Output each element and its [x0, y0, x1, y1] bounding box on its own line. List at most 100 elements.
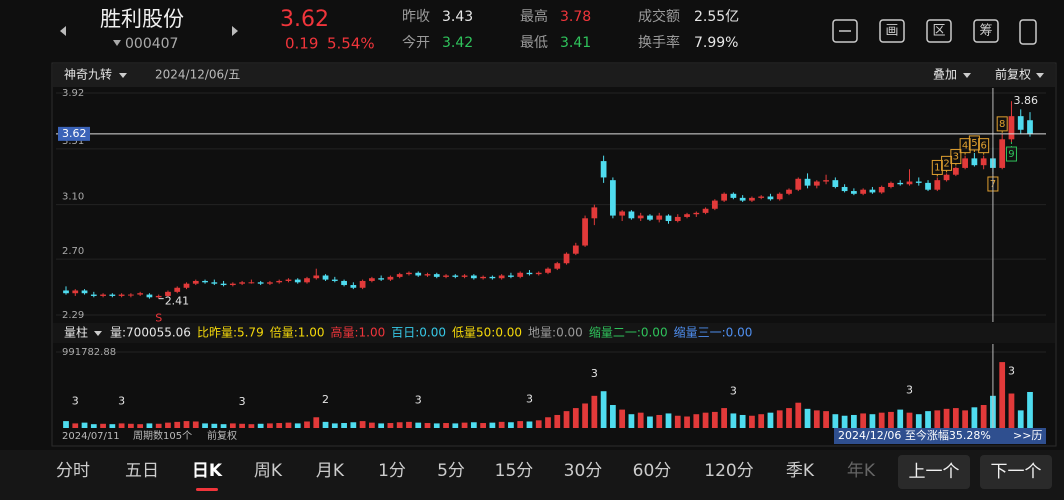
icon-minimize[interactable]: [832, 19, 858, 43]
volume-bar: [267, 423, 273, 428]
volume-indicator-select[interactable]: 量柱: [64, 325, 88, 340]
volume-bar: [934, 410, 941, 428]
adjust-button[interactable]: 前复权: [995, 67, 1031, 82]
volume-bar: [702, 412, 709, 428]
volume-bar: [786, 408, 792, 428]
candle-body: [526, 272, 533, 275]
candle-body: [90, 294, 97, 296]
field-value: 7.99%: [694, 35, 738, 51]
indicator-select[interactable]: 神奇九转: [64, 67, 112, 82]
high-label: 3.86: [1013, 94, 1038, 107]
candle-body: [118, 294, 125, 296]
volume-bar: [999, 362, 1006, 428]
volume-note: 3: [591, 367, 598, 380]
candle-body: [1017, 116, 1024, 130]
candle-body: [943, 174, 950, 181]
volume-bar: [980, 405, 987, 428]
crosshair-price: 3.62: [62, 127, 87, 140]
nav-button[interactable]: [898, 455, 970, 489]
candle-body: [767, 196, 774, 200]
candle-body: [813, 181, 820, 186]
volume-bar: [285, 422, 292, 428]
volume-bar: [165, 422, 171, 428]
nav-button[interactable]: [980, 455, 1052, 489]
volume-bar: [776, 410, 783, 428]
period-tab[interactable]: 30分: [564, 461, 603, 481]
candle-body: [443, 275, 449, 277]
volume-bar: [684, 416, 690, 428]
candle-body: [860, 189, 867, 194]
period-tab[interactable]: 120分: [704, 461, 753, 481]
volume-bar: [915, 414, 922, 428]
volume-bar: [897, 409, 904, 428]
volume-bar: [137, 424, 144, 428]
chart-toolbar: [53, 64, 1055, 87]
volume-bar: [1008, 393, 1015, 428]
next-stock[interactable]: [232, 26, 238, 36]
candle-body: [341, 280, 347, 286]
candle-body: [452, 275, 459, 277]
indicator-value: 高量:1.00: [330, 325, 385, 340]
candle-body: [906, 181, 913, 185]
candle-body: [211, 282, 218, 284]
signal-box: [996, 116, 1008, 132]
period-tab[interactable]: 月K: [316, 461, 345, 481]
volume-bar: [415, 422, 422, 428]
volume-note: 2: [322, 393, 329, 406]
candle-body: [749, 197, 755, 201]
candle-body: [980, 158, 987, 166]
indicator-value: 缩量二一:0.00: [589, 325, 668, 340]
range-badge[interactable]: [834, 428, 1046, 444]
volume-bar: [730, 413, 737, 428]
candle-body: [267, 282, 273, 284]
history-link[interactable]: >>历: [1013, 429, 1042, 442]
candle-body: [915, 181, 922, 183]
period-tab[interactable]: 分时: [56, 461, 90, 481]
volume-bar: [758, 414, 765, 428]
candle-body: [100, 294, 106, 296]
overlay-button[interactable]: 叠加: [933, 68, 957, 82]
candle-body: [424, 274, 431, 276]
volume-bar: [294, 423, 301, 428]
period-tab[interactable]: 周K: [254, 461, 283, 481]
icon-button[interactable]: [973, 19, 999, 43]
icon-button[interactable]: [879, 19, 905, 43]
indicator-value: 地量:0.00: [528, 326, 583, 340]
icon-button[interactable]: [926, 19, 952, 43]
icon-phone[interactable]: [1019, 19, 1037, 45]
signal-label: 8: [999, 119, 1005, 130]
period-tab[interactable]: 日K: [192, 461, 223, 481]
period-tab[interactable]: 1分: [378, 461, 406, 481]
field-label: 昨收: [402, 9, 430, 25]
cursor-date: 2024/12/06/五: [155, 68, 240, 82]
period-tab[interactable]: 5分: [437, 461, 465, 481]
period-tab[interactable]: 季K: [786, 461, 815, 481]
y-tick-label: 3.51: [62, 136, 84, 147]
volume-bar: [711, 411, 718, 428]
toolbar-icons: [832, 19, 1037, 45]
signal-label: 1: [934, 162, 940, 173]
volume-bar: [860, 413, 867, 428]
period-tab[interactable]: 五日: [125, 461, 159, 481]
volume-bar: [229, 423, 236, 428]
volume-bar: [1017, 410, 1024, 428]
candle-body: [674, 216, 681, 222]
prev-stock[interactable]: [60, 26, 66, 36]
signal-box: [950, 149, 962, 165]
volume-bar: [591, 395, 598, 428]
candle-body: [610, 180, 616, 216]
candle-body: [498, 275, 505, 279]
indicator-value: 量:700055.06: [110, 326, 191, 340]
candle-body: [378, 278, 385, 280]
period-tab[interactable]: 年K: [847, 461, 876, 481]
volume-bar: [396, 422, 403, 428]
volume-bar: [962, 410, 968, 428]
indicator-value: 百日:0.00: [391, 326, 446, 340]
period-tab[interactable]: 60分: [633, 461, 672, 481]
field-label: 最高: [520, 8, 548, 25]
y-tick-label: 991782.88: [62, 347, 116, 358]
period-tab[interactable]: 15分: [495, 461, 534, 481]
code-dropdown[interactable]: [113, 40, 121, 46]
indicator-value: 低量50:0.00: [452, 326, 522, 340]
candle-body: [591, 207, 598, 219]
